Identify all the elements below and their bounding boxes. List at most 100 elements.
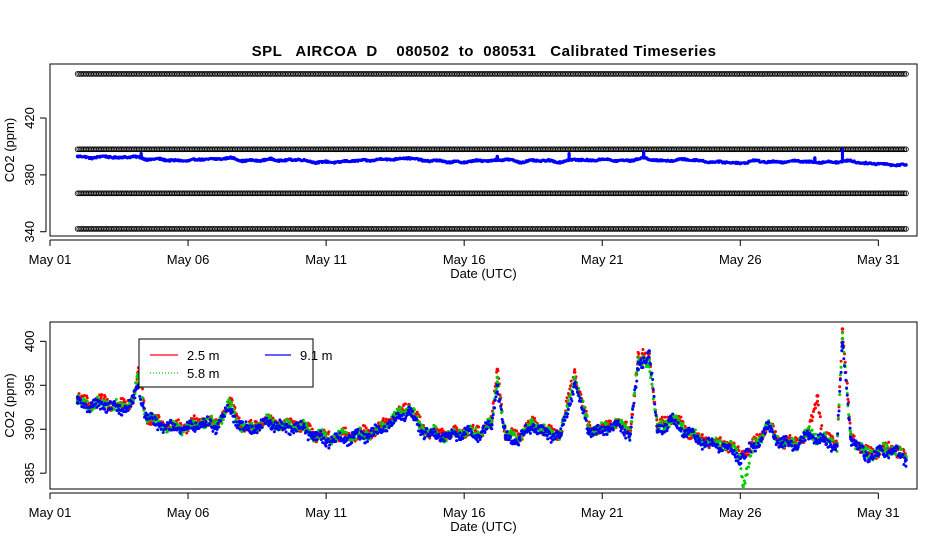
trace-point bbox=[85, 396, 89, 400]
y-tick-label: 380 bbox=[22, 164, 37, 186]
reference-point bbox=[903, 71, 909, 77]
bottom-panel: May 01 May 06 May 11 May 16 May 21 May 26 May … bbox=[2, 321, 918, 534]
trace-point bbox=[815, 394, 819, 398]
trace-point bbox=[834, 439, 838, 443]
trace-point bbox=[707, 446, 711, 450]
trace-point bbox=[848, 421, 852, 425]
plot-frame bbox=[49, 63, 918, 237]
trace-point bbox=[477, 425, 481, 429]
spike-point bbox=[139, 151, 143, 156]
trace-point bbox=[818, 411, 822, 415]
spike-point bbox=[813, 156, 817, 160]
trace-point bbox=[811, 415, 815, 419]
chart-title: SPL AIRCOA D 080502 to 080531 Calibrated… bbox=[252, 43, 717, 60]
trace-point bbox=[839, 359, 843, 363]
reference-point bbox=[901, 226, 908, 232]
data-point bbox=[840, 327, 845, 331]
spike-point bbox=[840, 147, 845, 151]
trace-point bbox=[816, 403, 820, 407]
trace-point bbox=[569, 379, 573, 383]
spike-group bbox=[139, 147, 845, 164]
reference-level-row bbox=[74, 226, 909, 232]
data-point bbox=[572, 370, 577, 374]
trace-point bbox=[818, 415, 822, 419]
trace-point bbox=[641, 348, 645, 352]
reference-point bbox=[899, 226, 906, 232]
trace-point bbox=[289, 417, 293, 421]
reference-level-row bbox=[74, 190, 909, 197]
data-point bbox=[840, 336, 845, 341]
trace-point bbox=[100, 393, 104, 397]
trace-point bbox=[773, 430, 777, 434]
trace-point bbox=[308, 424, 312, 428]
reference-level-row bbox=[74, 71, 909, 77]
x-tick-label: May 11 bbox=[305, 252, 347, 267]
trace-point bbox=[845, 381, 849, 385]
reference-point bbox=[899, 190, 906, 197]
trace-point bbox=[820, 424, 824, 428]
trace-point bbox=[869, 445, 873, 449]
y-tick-label: 340 bbox=[22, 221, 37, 243]
trace-point bbox=[192, 414, 196, 418]
reference-point bbox=[901, 146, 908, 153]
trace-point bbox=[455, 426, 459, 430]
trace-point bbox=[112, 407, 116, 411]
y-tick-label: 390 bbox=[22, 418, 37, 440]
trace-point bbox=[736, 445, 740, 449]
trace-point bbox=[887, 440, 891, 444]
x-tick-label: May 31 bbox=[857, 505, 900, 520]
trace-point bbox=[327, 430, 331, 434]
trace-point bbox=[176, 418, 180, 422]
trace-point bbox=[631, 412, 635, 416]
trace-point bbox=[655, 418, 659, 422]
trace-point bbox=[310, 427, 314, 431]
x-tick-label: May 26 bbox=[719, 505, 762, 520]
x-tick-label: May 01 bbox=[29, 505, 72, 520]
x-tick-label: May 16 bbox=[443, 252, 486, 267]
data-point bbox=[495, 375, 500, 380]
reference-point bbox=[903, 226, 909, 232]
trace-point bbox=[573, 368, 577, 372]
plot-area bbox=[74, 71, 909, 232]
x-tick-label: May 31 bbox=[857, 252, 900, 267]
reference-point bbox=[903, 146, 909, 153]
trace-point bbox=[533, 416, 537, 420]
y-axis-label: CO2 (ppm) bbox=[2, 118, 17, 182]
trace-point bbox=[624, 420, 628, 424]
trace-point bbox=[230, 403, 234, 407]
trace-point bbox=[343, 426, 347, 430]
y-tick-label: 400 bbox=[22, 330, 37, 352]
trace-point bbox=[268, 416, 272, 420]
trace-point bbox=[852, 434, 856, 438]
x-axis-label: Date (UTC) bbox=[450, 266, 516, 281]
plot-area bbox=[75, 327, 908, 488]
x-axis-label: Date (UTC) bbox=[450, 519, 516, 534]
x-tick-label: May 06 bbox=[167, 505, 210, 520]
y-tick-label: 385 bbox=[22, 462, 37, 484]
trace-point bbox=[794, 436, 798, 440]
trace-point bbox=[471, 423, 475, 427]
trace-point bbox=[157, 415, 161, 419]
reference-point bbox=[899, 71, 906, 77]
trace-point bbox=[99, 395, 103, 399]
trace-point bbox=[178, 423, 182, 427]
reference-level-row bbox=[74, 146, 909, 153]
trace-point bbox=[718, 436, 722, 440]
trace-point bbox=[651, 390, 655, 394]
trace-point bbox=[679, 415, 683, 419]
trace-point bbox=[846, 397, 850, 401]
trace-point bbox=[210, 414, 214, 418]
trace-point bbox=[103, 395, 107, 399]
trace-point bbox=[123, 400, 127, 404]
trace-point bbox=[819, 427, 823, 431]
trace-point bbox=[237, 416, 241, 420]
trace-point bbox=[254, 420, 258, 424]
trace-point bbox=[496, 369, 500, 373]
trace-point bbox=[249, 418, 253, 422]
trace-point bbox=[83, 398, 87, 402]
trace-point bbox=[428, 436, 432, 440]
x-tick-label: May 26 bbox=[719, 252, 762, 267]
x-tick-label: May 06 bbox=[167, 252, 210, 267]
x-tick-label: May 11 bbox=[305, 505, 347, 520]
